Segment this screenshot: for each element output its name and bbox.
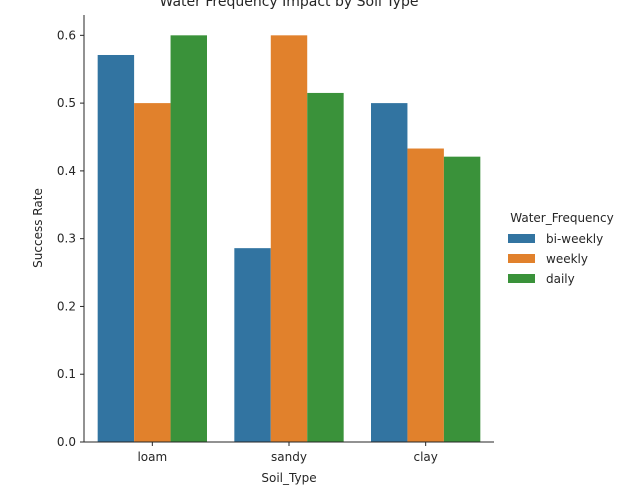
bar-weekly-sandy bbox=[270, 35, 308, 442]
y-tick-label: 0.1 bbox=[57, 367, 76, 381]
legend-title: Water_Frequency bbox=[510, 211, 613, 225]
y-tick-label: 0.2 bbox=[57, 299, 76, 313]
legend-swatch-daily bbox=[508, 274, 535, 283]
x-tick-label-sandy: sandy bbox=[271, 450, 307, 464]
legend-label-bi-weekly: bi-weekly bbox=[546, 232, 603, 246]
x-axis-label: Soil_Type bbox=[261, 471, 316, 485]
bar-weekly-clay bbox=[407, 148, 444, 442]
y-ticks-group: 0.0 0.1 0.2 0.3 0.4 0.5 0.6 bbox=[57, 28, 84, 449]
y-tick-label: 0.5 bbox=[57, 96, 76, 110]
chart-title: Water Frequency Impact by Soil Type bbox=[160, 0, 419, 10]
legend-label-weekly: weekly bbox=[546, 252, 588, 266]
legend-swatch-weekly bbox=[508, 254, 535, 263]
y-tick-label: 0.3 bbox=[57, 232, 76, 246]
x-ticks-group: loam sandy clay bbox=[137, 442, 438, 464]
bar-bi-weekly-clay bbox=[371, 103, 408, 443]
y-axis-label: Success Rate bbox=[31, 188, 45, 268]
x-tick-label-loam: loam bbox=[137, 450, 167, 464]
x-tick-label-clay: clay bbox=[413, 450, 437, 464]
bar-bi-weekly-sandy bbox=[234, 248, 271, 442]
bar-weekly-loam bbox=[134, 103, 171, 443]
y-tick-label: 0.0 bbox=[57, 435, 76, 449]
bar-daily-clay bbox=[443, 156, 481, 442]
bar-daily-sandy bbox=[307, 92, 344, 442]
legend-label-daily: daily bbox=[546, 272, 575, 286]
bars-group bbox=[97, 35, 481, 443]
legend-swatch-bi-weekly bbox=[508, 234, 535, 243]
y-tick-label: 0.4 bbox=[57, 164, 76, 178]
legend: Water_Frequency bi-weekly weekly daily bbox=[508, 211, 614, 286]
bar-bi-weekly-loam bbox=[97, 54, 135, 443]
y-tick-label: 0.6 bbox=[57, 28, 76, 42]
bar-daily-loam bbox=[170, 35, 207, 442]
